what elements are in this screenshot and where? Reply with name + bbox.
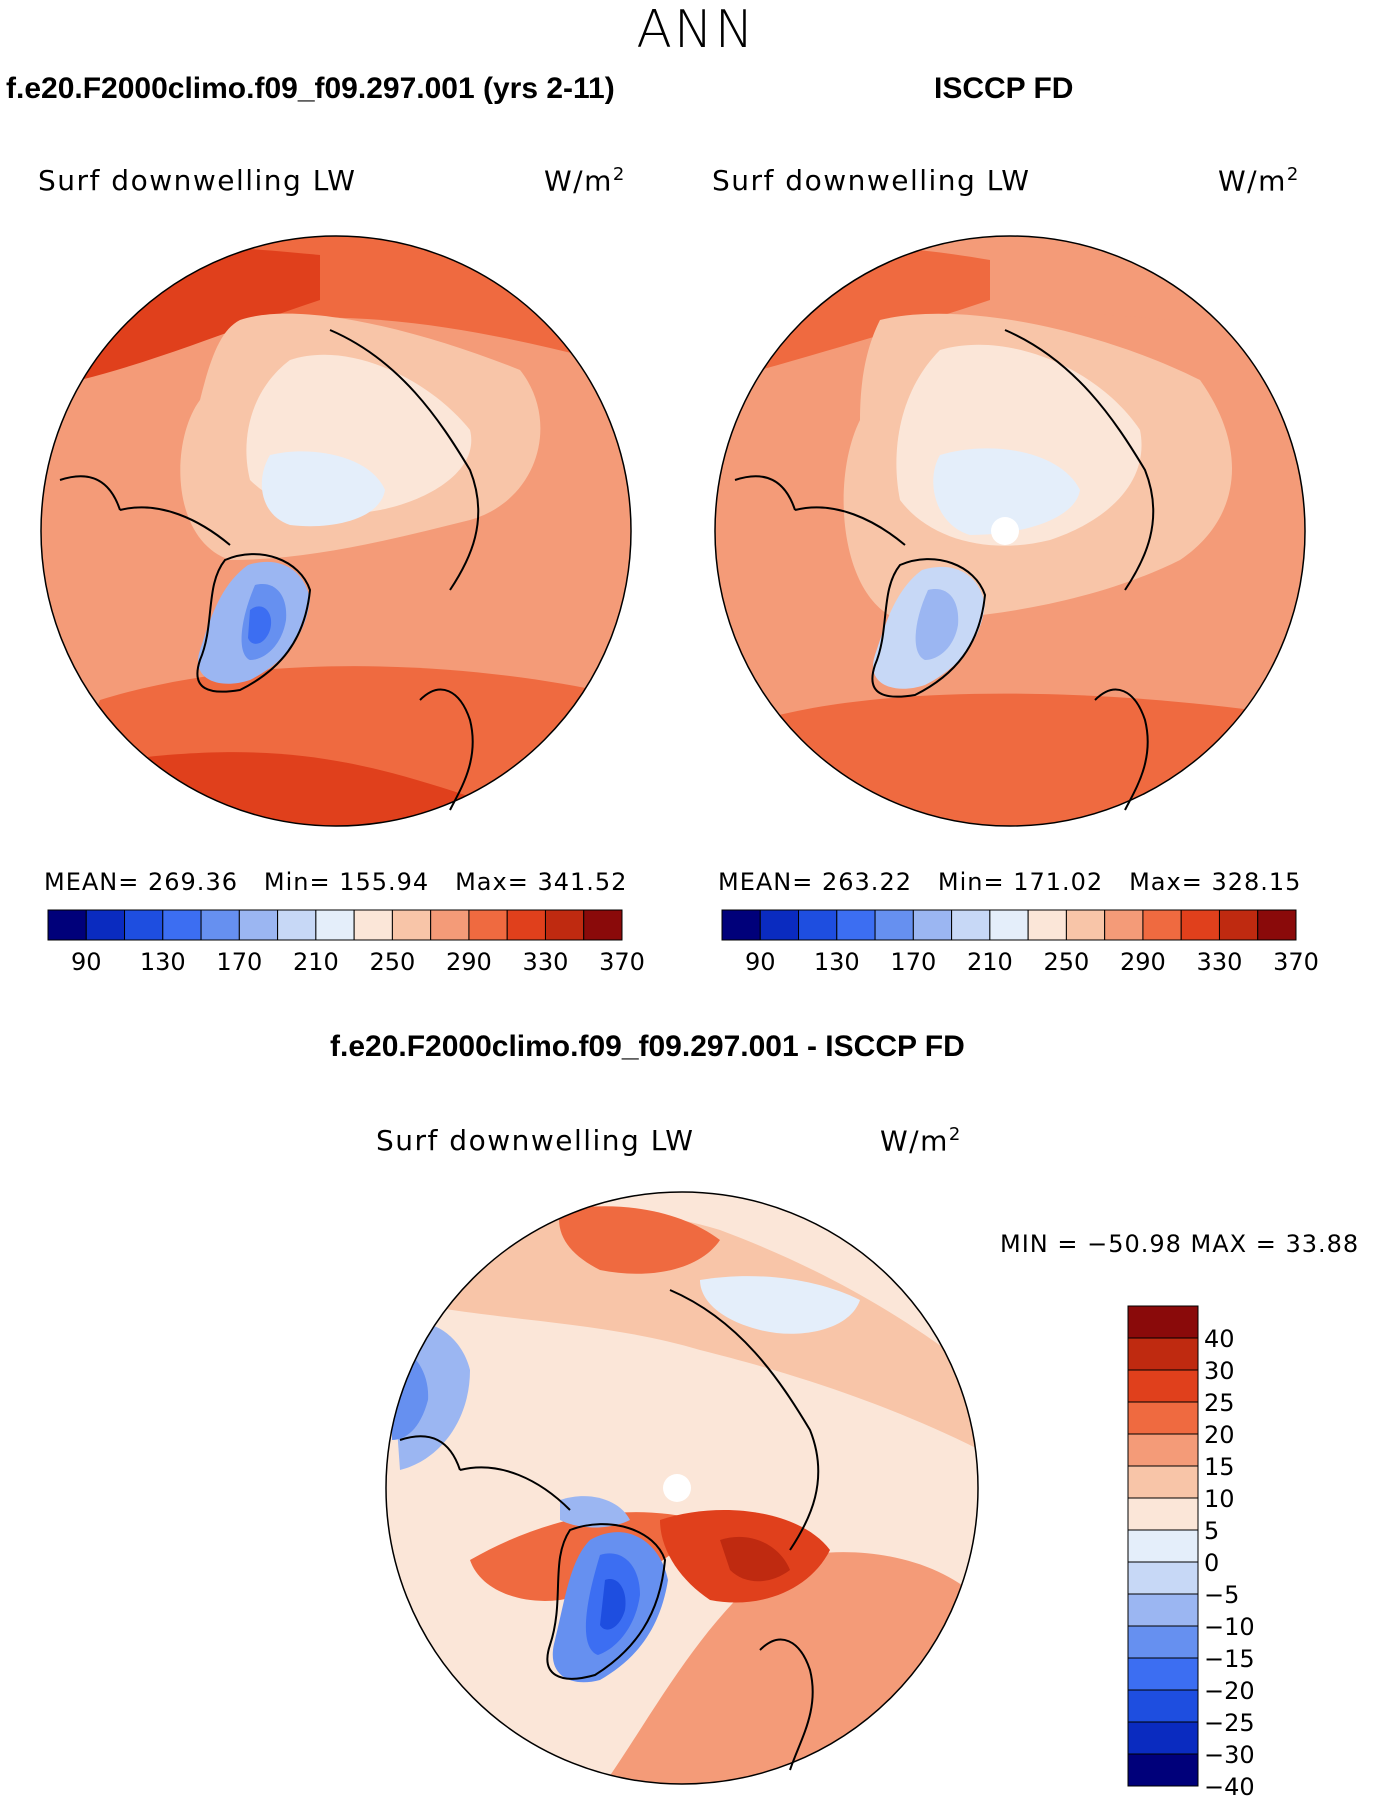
colorbar-swatch [391,909,432,941]
colorbar-swatch [1218,909,1259,941]
colorbar-swatch [1127,1433,1199,1467]
figure-title: ANN [636,0,756,60]
colorbar-tick-label: 290 [1120,948,1166,976]
colorbar-swatch [544,909,585,941]
colorbar-swatch [200,909,240,941]
colorbar-swatch [1127,1561,1199,1595]
difference-polar-map [386,1192,978,1784]
colorbar-tick-label: 40 [1204,1325,1235,1353]
colorbar-tick-label: −40 [1204,1773,1255,1801]
colorbar-swatch [47,909,87,941]
colorbar-tick-label: 25 [1204,1389,1235,1417]
colorbar-swatch [353,909,393,941]
colorbar-swatch [1127,1689,1199,1723]
colorbar-tick-label: 250 [1043,948,1090,976]
colorbar-tick-label: 370 [1273,948,1319,976]
difference-units-label: W/m2 [880,1124,962,1158]
colorbar-tick-label: 330 [1196,948,1243,976]
colorbar-swatch [1127,1753,1199,1787]
colorbar-swatch [1127,1305,1199,1339]
colorbar-swatch [951,909,991,941]
colorbar-swatch [759,909,800,941]
model-polar-map [41,236,631,826]
obs-coastlines [734,329,1155,811]
colorbar-swatch [1127,1593,1199,1627]
colorbar-swatch [1127,1337,1199,1371]
model-stats: MEAN= 269.36 Min= 155.94 Max= 341.52 [44,868,628,896]
colorbar-swatch [1065,909,1106,941]
colorbar-tick-label: 370 [599,948,645,976]
colorbar-swatch [85,909,126,941]
colorbar-swatch [1127,1497,1199,1531]
colorbar-tick-label: 250 [369,948,416,976]
model-units-label: W/m2 [544,164,626,198]
colorbar-swatch [798,909,838,941]
colorbar-swatch [1127,1625,1199,1659]
colorbar-tick-label: 0 [1204,1549,1220,1577]
colorbar-tick-label: 15 [1204,1453,1235,1481]
model-colorbar [47,909,623,941]
colorbar-swatch [874,909,914,941]
obs-case-title: ISCCP FD [934,72,1074,105]
colorbar-swatch [124,909,164,941]
colorbar-tick-label: −10 [1204,1613,1255,1641]
colorbar-tick-label: 10 [1204,1485,1235,1513]
difference-coastlines [399,1289,820,1771]
colorbar-swatch [162,909,202,941]
colorbar-tick-label: 130 [813,948,860,976]
colorbar-tick-label: 210 [966,948,1013,976]
colorbar-swatch [1180,909,1220,941]
colorbar-swatch [836,909,876,941]
colorbar-swatch [1104,909,1144,941]
colorbar-swatch [430,909,470,941]
colorbar-tick-label: 30 [1204,1357,1235,1385]
colorbar-swatch [1127,1529,1199,1563]
obs-polar-map [715,236,1305,826]
colorbar-swatch [1142,909,1182,941]
colorbar-swatch [506,909,546,941]
obs-units-label: W/m2 [1218,164,1300,198]
colorbar-swatch [912,909,953,941]
colorbar-tick-label: −30 [1204,1741,1255,1769]
colorbar-tick-label: 130 [139,948,186,976]
colorbar-tick-label: −15 [1204,1645,1255,1673]
colorbar-tick-label: 170 [890,948,937,976]
colorbar-swatch [1127,1369,1199,1403]
obs-colorbar [721,909,1297,941]
colorbar-swatch [277,909,317,941]
colorbar-tick-label: −25 [1204,1709,1255,1737]
colorbar-tick-label: 330 [522,948,569,976]
difference-title: f.e20.F2000climo.f09_f09.297.001 - ISCCP… [330,1030,965,1063]
model-coastlines [59,329,480,811]
obs-variable-label: Surf downwelling LW [712,164,1031,197]
colorbar-tick-label: −20 [1204,1677,1255,1705]
colorbar-tick-label: −5 [1204,1581,1240,1609]
colorbar-swatch [1127,1657,1199,1691]
colorbar-swatch [583,909,623,941]
colorbar-tick-label: 90 [744,948,776,976]
colorbar-swatch [1027,909,1067,941]
colorbar-tick-label: 90 [70,948,102,976]
difference-colorbar [1127,1305,1199,1787]
colorbar-tick-label: 20 [1204,1421,1235,1449]
colorbar-swatch [468,909,508,941]
model-variable-label: Surf downwelling LW [38,164,357,197]
colorbar-tick-label: 5 [1204,1517,1220,1545]
colorbar-swatch [1127,1401,1199,1435]
colorbar-swatch [1257,909,1297,941]
obs-stats: MEAN= 263.22 Min= 171.02 Max= 328.15 [718,868,1302,896]
colorbar-tick-label: 170 [216,948,263,976]
colorbar-swatch [721,909,761,941]
colorbar-tick-label: 290 [446,948,492,976]
difference-variable-label: Surf downwelling LW [376,1124,695,1157]
colorbar-swatch [1127,1465,1199,1499]
difference-minmax: MIN = −50.98 MAX = 33.88 [1000,1230,1360,1258]
colorbar-tick-label: 210 [292,948,339,976]
colorbar-swatch [989,909,1029,941]
colorbar-swatch [1127,1721,1199,1755]
colorbar-swatch [238,909,279,941]
model-case-title: f.e20.F2000climo.f09_f09.297.001 (yrs 2-… [6,72,615,105]
colorbar-swatch [315,909,355,941]
